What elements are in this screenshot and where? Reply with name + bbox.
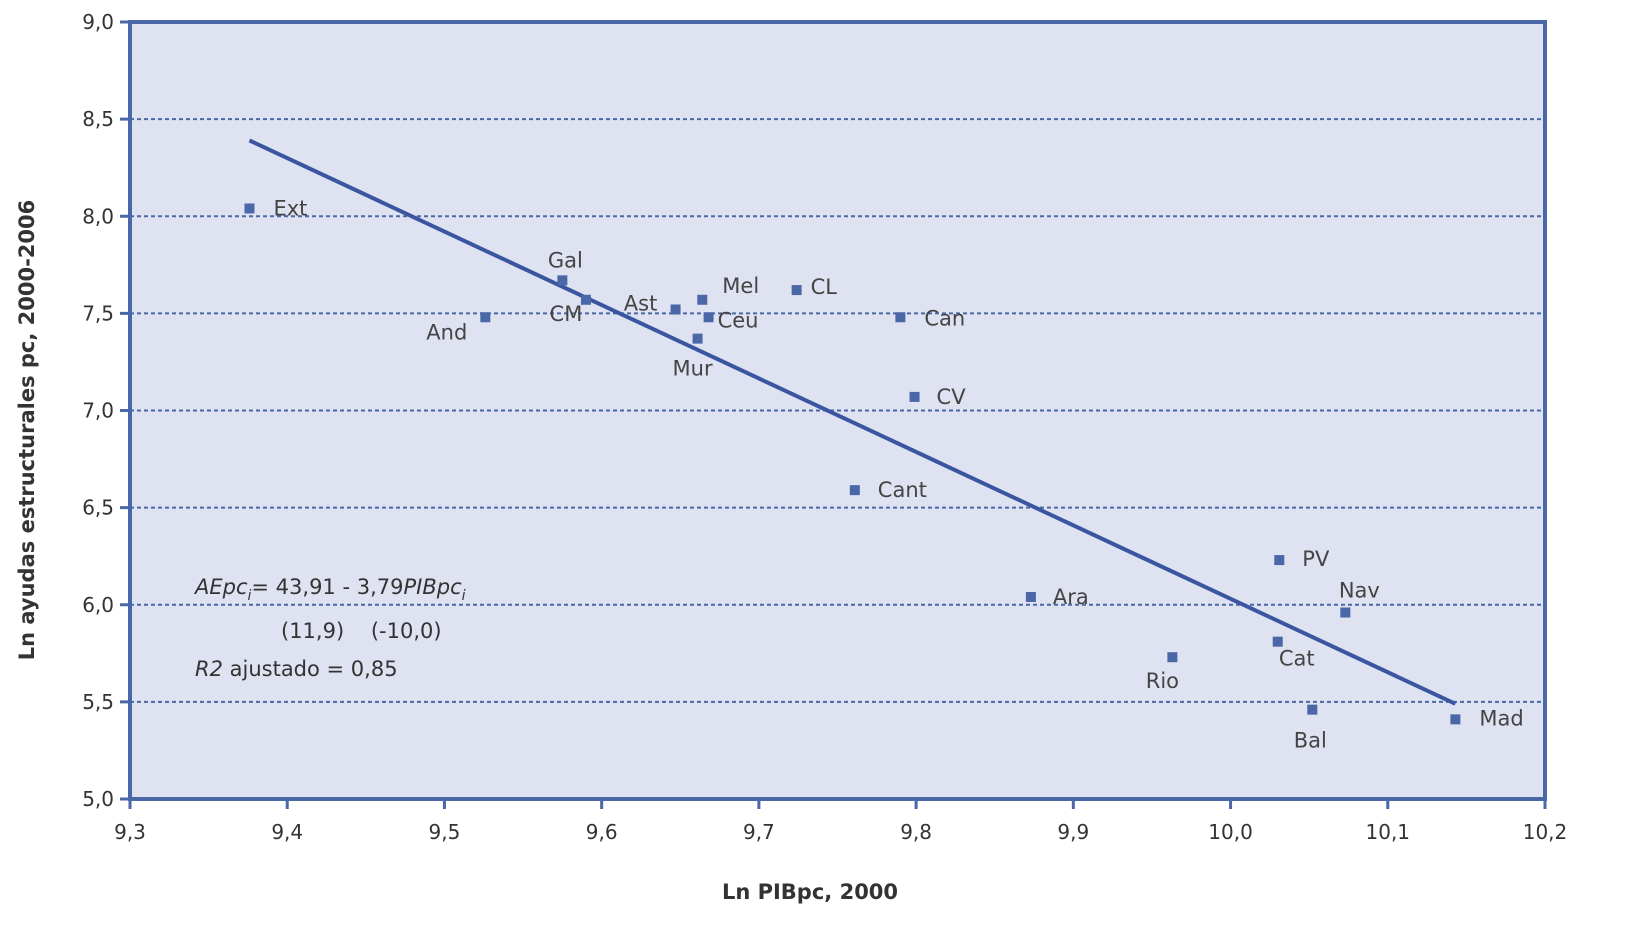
data-point-cm [580, 294, 591, 305]
point-label-bal: Bal [1294, 729, 1327, 753]
trendline-group [248, 138, 1457, 706]
x-axis-title: Ln PIBpc, 2000 [722, 880, 898, 904]
point-label-ceu: Ceu [718, 308, 759, 332]
equation-variable: PIBpc [403, 575, 462, 599]
point-label-cat: Cat [1279, 647, 1315, 671]
y-tick-label: 5,5 [82, 690, 114, 714]
r2-annotation: R2 ajustado = 0,85 [195, 657, 398, 681]
t-statistics: (11,9) (-10,0) [281, 619, 442, 643]
point-label-mad: Mad [1479, 706, 1523, 730]
data-point-mur [692, 333, 703, 344]
point-label-and: And [426, 320, 467, 344]
y-tick-label: 7,5 [82, 301, 114, 325]
x-tick-label: 10,2 [1523, 820, 1568, 844]
point-label-nav: Nav [1339, 579, 1380, 603]
equation-lhs: AEpc [193, 575, 248, 599]
point-label-cm: CM [550, 302, 583, 326]
data-point-ceu [703, 312, 714, 323]
regression-equation: AEpci= 43,91 - 3,79PIBpci [193, 575, 466, 604]
y-tick-label: 8,0 [82, 204, 114, 228]
point-label-pv: PV [1302, 547, 1330, 571]
trendline [248, 138, 1457, 706]
data-point-mel [697, 294, 708, 305]
point-label-mur: Mur [673, 357, 713, 381]
equation-coefficients: = 43,91 - 3,79 [251, 575, 403, 599]
data-point-cat [1272, 636, 1283, 647]
y-tick-label: 9,0 [82, 10, 114, 34]
point-label-mel: Mel [722, 274, 759, 298]
y-tick-label: 6,0 [82, 593, 114, 617]
gridlines [130, 118, 1545, 703]
data-point-cant [849, 485, 860, 496]
r2-value: ajustado = 0,85 [223, 657, 398, 681]
x-tick-label: 10,0 [1208, 820, 1253, 844]
axes: 9,0 8,5 8,0 7,5 7,0 6,5 6,0 5,5 5,09,3 9,4 9,5 9,6 9… [82, 10, 1567, 844]
point-label-rio: Rio [1146, 669, 1179, 693]
x-tick-label: 10,1 [1366, 820, 1411, 844]
r2-label: R2 [195, 657, 223, 681]
data-point-cl [791, 285, 802, 296]
point-labels: Ext And Gal CM Ast Mel Ceu Mur CL Can CV Cant Ara Rio… [273, 196, 1523, 752]
point-label-ara: Ara [1053, 585, 1089, 609]
data-point-ast [670, 304, 681, 315]
data-point-bal [1307, 704, 1318, 715]
data-point-nav [1340, 607, 1351, 618]
data-point-mad [1450, 714, 1461, 725]
point-label-cl: CL [811, 275, 838, 299]
data-point-gal [557, 275, 568, 286]
data-points [244, 203, 1461, 725]
point-label-ext: Ext [273, 196, 307, 220]
x-tick-label: 9,6 [586, 820, 618, 844]
data-point-rio [1167, 652, 1178, 663]
equation-subscript-1: i [248, 588, 252, 604]
point-label-cv: CV [937, 385, 967, 409]
y-tick-label: 5,0 [82, 787, 114, 811]
point-label-can: Can [924, 306, 965, 330]
data-point-can [895, 312, 906, 323]
y-tick-label: 7,0 [82, 399, 114, 423]
x-tick-label: 9,9 [1057, 820, 1089, 844]
y-axis-title: Ln ayudas estructurales pc, 2000-2006 [15, 200, 39, 661]
data-point-and [480, 312, 491, 323]
data-point-pv [1274, 555, 1285, 566]
y-tick-label: 8,5 [82, 107, 114, 131]
x-tick-label: 9,7 [743, 820, 775, 844]
point-label-cant: Cant [878, 478, 927, 502]
data-point-ara [1025, 591, 1036, 602]
point-label-ast: Ast [624, 291, 658, 315]
data-point-cv [909, 391, 920, 402]
point-label-gal: Gal [548, 248, 583, 272]
data-point-ext [244, 203, 255, 214]
x-tick-label: 9,4 [271, 820, 303, 844]
x-tick-label: 9,5 [429, 820, 461, 844]
x-tick-label: 9,8 [900, 820, 932, 844]
equation-subscript-2: i [462, 588, 466, 604]
x-tick-label: 9,3 [114, 820, 146, 844]
y-tick-label: 6,5 [82, 496, 114, 520]
